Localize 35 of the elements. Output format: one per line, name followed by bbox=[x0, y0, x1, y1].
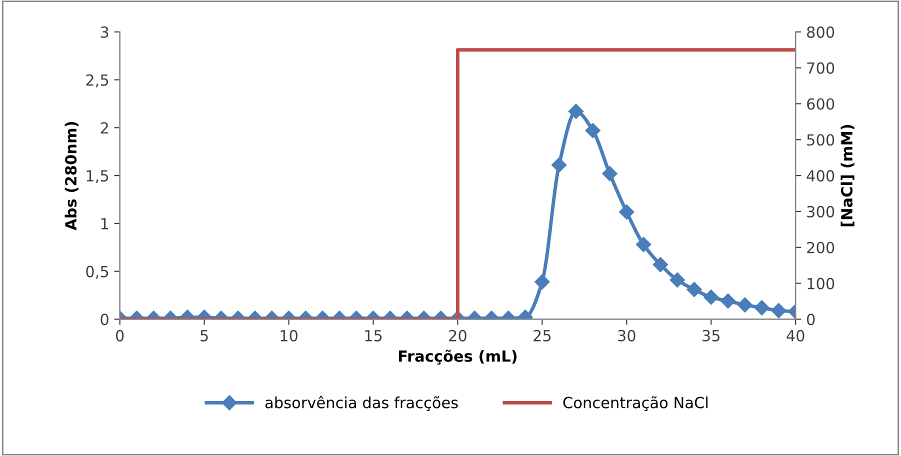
x-tick-label: 35 bbox=[702, 330, 720, 342]
y-tick-label: 1 bbox=[101, 218, 108, 230]
y-tick-label: 1,5 bbox=[86, 170, 108, 184]
y2-tick-label: 700 bbox=[807, 62, 834, 74]
x-tick-label: 40 bbox=[786, 330, 804, 342]
y2-tick-label: 0 bbox=[807, 314, 815, 326]
x-tick-label: 20 bbox=[449, 330, 466, 342]
y2-tick-label: 500 bbox=[807, 134, 834, 146]
point bbox=[585, 122, 600, 138]
y-tick-label: 0,5 bbox=[86, 266, 108, 279]
y-tick-label: 2 bbox=[100, 122, 108, 134]
y2-tick-label: 600 bbox=[807, 98, 834, 110]
y-tick-label: 2,5 bbox=[86, 74, 108, 88]
x-tick-label: 5 bbox=[200, 330, 208, 342]
x-tick-label: 25 bbox=[534, 330, 551, 342]
legend-label: Concentração NaCl bbox=[563, 396, 708, 412]
y2-tick-label: 400 bbox=[806, 170, 834, 182]
x-axis-title: Fracções (mL) bbox=[398, 350, 517, 365]
point bbox=[568, 104, 584, 119]
y-tick-label: 0 bbox=[100, 314, 108, 326]
y2-tick-label: 800 bbox=[807, 26, 834, 38]
legend-label: absorvência das fracções bbox=[265, 396, 458, 412]
point bbox=[619, 204, 634, 220]
y-tick-label: 3 bbox=[100, 26, 108, 38]
x-tick-label: 10 bbox=[280, 330, 298, 342]
x-tick-label: 0 bbox=[116, 330, 124, 342]
point bbox=[552, 157, 567, 173]
point bbox=[602, 166, 618, 182]
y2-axis-title: [NaCl] (mM) bbox=[840, 124, 854, 226]
y-axis-title: Abs (280nm) bbox=[64, 122, 78, 230]
x-tick-label: 15 bbox=[365, 330, 382, 342]
x-tick-label: 30 bbox=[618, 330, 636, 342]
y2-tick-label: 200 bbox=[807, 242, 834, 254]
y2-tick-label: 300 bbox=[807, 206, 834, 218]
y2-tick-label: 100 bbox=[808, 278, 834, 290]
